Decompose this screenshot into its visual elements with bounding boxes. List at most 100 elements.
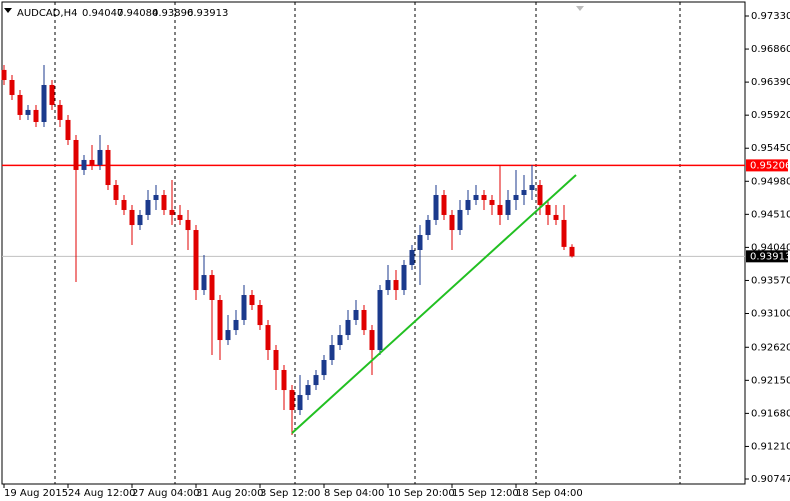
candle-body (177, 214, 183, 220)
candle-body (361, 309, 367, 331)
candle-body (17, 94, 23, 115)
candle-body (537, 185, 543, 205)
candle-body (33, 109, 39, 122)
candle-body (265, 325, 271, 351)
candle-body (353, 309, 359, 320)
candle-body (25, 109, 31, 115)
candle-body (217, 300, 223, 341)
candle-body (97, 149, 103, 165)
candle-body (481, 194, 487, 200)
candle-body (81, 159, 87, 170)
candle-body (393, 280, 399, 291)
candle-body (145, 199, 151, 215)
plot-frame (1, 1, 746, 485)
y-tick-label: 0.92620 (751, 342, 790, 353)
shift-marker (576, 6, 584, 11)
candle-body (209, 275, 215, 301)
candle-body (1, 69, 7, 81)
y-tick-label: 0.91680 (751, 408, 790, 419)
candle-body (129, 209, 135, 226)
bid-label: 0.93913 (750, 251, 790, 262)
candle-body (169, 209, 175, 215)
candle-body (513, 194, 519, 200)
candle-body (505, 199, 511, 215)
candle-body (89, 159, 95, 165)
candle-body (161, 194, 167, 210)
candle-body (441, 194, 447, 215)
candle-body (345, 319, 351, 336)
symbol: AUDCAD,H4 (17, 8, 77, 19)
y-tick-label: 0.94980 (751, 176, 790, 187)
x-tick-label: 27 Aug 04:00 (132, 488, 199, 499)
level-label: 0.95206 (750, 160, 790, 171)
candle-body (233, 319, 239, 331)
x-tick-label: 24 Aug 12:00 (68, 488, 135, 499)
candle-body (409, 249, 415, 265)
candle-body (561, 219, 567, 247)
candle-body (337, 335, 343, 346)
y-tick-label: 0.95920 (751, 110, 790, 121)
y-tick-label: 0.93570 (751, 275, 790, 286)
candle-body (297, 395, 303, 411)
candle-body (185, 219, 191, 231)
candle-body (545, 204, 551, 215)
candle-body (449, 214, 455, 231)
candle-body (465, 199, 471, 210)
candle-body (529, 185, 535, 191)
y-tick-label: 0.94510 (751, 209, 790, 220)
header-value: 0.94047 (82, 8, 123, 19)
x-tick-label: 19 Aug 2015 (4, 488, 68, 499)
x-tick-label: 3 Sep 12:00 (260, 488, 320, 499)
y-tick-label: 0.97330 (751, 11, 790, 22)
menu-arrow (4, 8, 12, 13)
candle-body (137, 214, 143, 226)
candle-body (113, 185, 119, 200)
candle-body (225, 330, 231, 341)
candle-body (257, 304, 263, 326)
candle-body (65, 119, 71, 140)
candle-body (241, 295, 247, 320)
y-tick-label: 0.94040 (751, 242, 790, 253)
candle-body (569, 246, 575, 257)
candle-body (41, 84, 47, 122)
candle-body (425, 219, 431, 236)
candle-body (73, 139, 79, 170)
candle-body (281, 369, 287, 391)
header-value: 0.93896 (152, 8, 193, 19)
candle-body (49, 84, 55, 105)
candle-body (201, 275, 207, 291)
candle-body (497, 204, 503, 215)
candle-body (417, 235, 423, 250)
x-tick-label: 31 Aug 20:00 (196, 488, 263, 499)
y-tick-label: 0.92150 (751, 375, 790, 386)
candle-body (489, 199, 495, 205)
y-tick-label: 0.95450 (751, 143, 790, 154)
candle-body (473, 194, 479, 200)
y-tick-label: 0.93100 (751, 309, 790, 320)
candle-body (329, 345, 335, 361)
candle-body (457, 209, 463, 231)
candle-body (433, 194, 439, 220)
level-label-box (746, 159, 788, 172)
trendline (291, 174, 577, 434)
x-tick-label: 15 Sep 12:00 (452, 488, 519, 499)
candle-body (553, 214, 559, 220)
candle-body (105, 149, 111, 186)
x-tick-label: 18 Sep 04:00 (516, 488, 583, 499)
x-tick-label: 10 Sep 20:00 (388, 488, 455, 499)
header-value: 0.94084 (117, 8, 158, 19)
candle-body (305, 385, 311, 396)
candle-body (121, 199, 127, 210)
bid-label-box (746, 250, 788, 263)
candle-body (273, 350, 279, 370)
candle-body (377, 290, 383, 351)
candle-body (153, 194, 159, 200)
candle-body (57, 104, 63, 120)
candle-body (289, 390, 295, 411)
y-tick-label: 0.96860 (751, 44, 790, 55)
y-tick-label: 0.90747 (751, 474, 790, 485)
candle-body (9, 80, 15, 95)
